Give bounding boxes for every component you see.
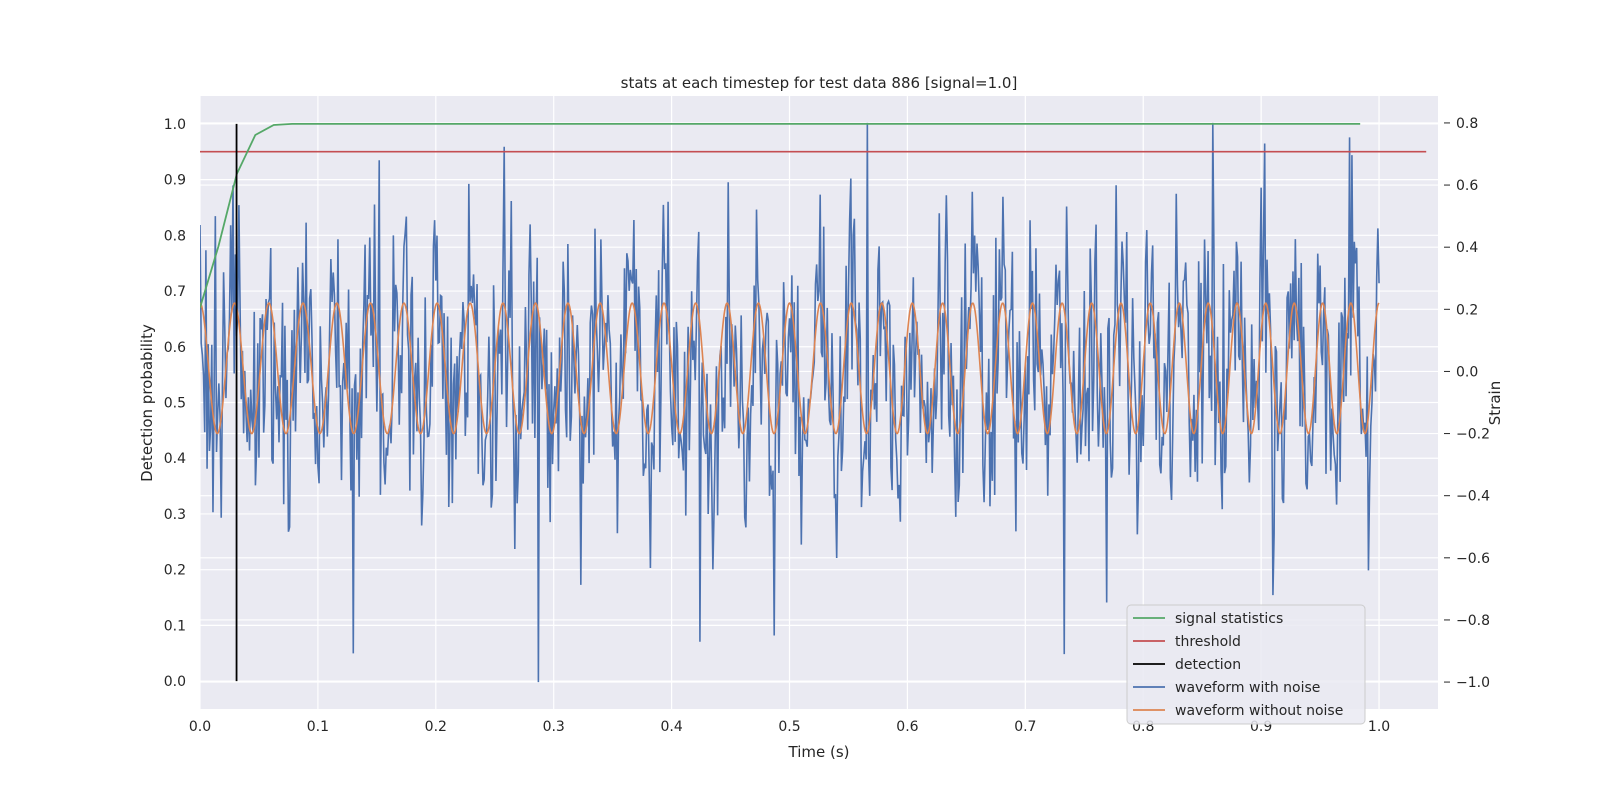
legend-label: waveform without noise — [1175, 703, 1343, 719]
y-tick-label-left: 0.8 — [164, 228, 186, 244]
legend: signal statistics threshold detection wavef… — [1126, 604, 1366, 725]
y-tick-label-right: 0.2 — [1456, 302, 1478, 318]
series-signal-statistics — [200, 122, 1361, 309]
y-tick-label-right: −0.2 — [1456, 427, 1490, 443]
y-tick-label-left: 0.9 — [164, 173, 186, 189]
chart-title: stats at each timestep for test data 886… — [621, 74, 1018, 92]
y-tick-label-left: 0.5 — [164, 396, 186, 412]
x-tick-label: 0.3 — [543, 719, 565, 735]
y-axis-label-left: Detection probability — [138, 324, 156, 482]
y-tick-label-left: 0.7 — [164, 284, 186, 300]
legend-label: detection — [1175, 657, 1241, 673]
y-tick-label-right: −0.4 — [1456, 489, 1490, 505]
legend-label: threshold — [1175, 634, 1241, 650]
y-tick-label-left: 0.0 — [164, 674, 186, 690]
y-axis-label-right: Strain — [1486, 381, 1504, 425]
y-tick-label-right: 0.4 — [1456, 240, 1478, 256]
legend-label: waveform with noise — [1175, 680, 1320, 696]
x-tick-label: 0.6 — [896, 719, 918, 735]
x-tick-label: 0.1 — [307, 719, 329, 735]
y-tick-label-right: 0.8 — [1456, 116, 1478, 132]
ticks: 0.0 0.1 0.2 0.3 0.4 0.5 0.6 0.7 0.8 0.9 1.0 0.0 0.1 0… — [164, 116, 1490, 735]
x-tick-label: 1.0 — [1368, 719, 1390, 735]
y-tick-label-left: 0.6 — [164, 340, 186, 356]
y-tick-label-left: 0.3 — [164, 507, 186, 523]
y-tick-label-right: 0.0 — [1456, 364, 1478, 380]
y-tick-label-right: −0.6 — [1456, 551, 1490, 567]
legend-label: signal statistics — [1175, 611, 1283, 627]
legend-box — [1126, 604, 1366, 725]
x-tick-label: 0.5 — [778, 719, 800, 735]
y-tick-label-left: 0.2 — [164, 563, 186, 579]
series-waveform-without-noise — [200, 302, 1380, 435]
x-tick-label: 0.7 — [1014, 719, 1036, 735]
y-tick-label-right: −0.8 — [1456, 613, 1490, 629]
y-tick-label-left: 1.0 — [164, 117, 186, 133]
y-tick-label-right: −1.0 — [1456, 675, 1490, 691]
plot-lines — [200, 122, 1427, 683]
x-tick-label: 0.2 — [425, 719, 447, 735]
series-waveform-with-noise — [200, 122, 1380, 683]
x-tick-label: 0.0 — [189, 719, 211, 735]
x-axis-label: Time (s) — [788, 743, 850, 761]
y-tick-label-left: 0.4 — [164, 451, 186, 467]
y-tick-label-right: 0.6 — [1456, 178, 1478, 194]
x-tick-label: 0.4 — [660, 719, 682, 735]
y-tick-label-left: 0.1 — [164, 618, 186, 634]
